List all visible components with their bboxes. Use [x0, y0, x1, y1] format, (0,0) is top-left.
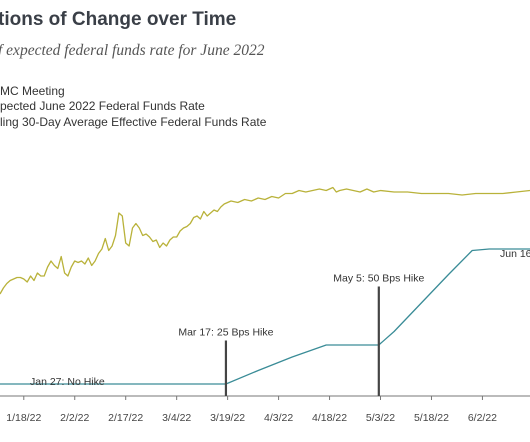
legend-item-meeting: MC Meeting — [0, 84, 65, 98]
annotation-jun-16: Jun 16: — [500, 248, 530, 260]
x-tick-label-2: 2/17/22 — [108, 412, 143, 424]
meeting-label-1: May 5: 50 Bps Hike — [333, 273, 424, 285]
legend: MC Meeting pected June 2022 Federal Fund… — [0, 84, 267, 129]
x-tick-label-6: 4/18/22 — [312, 412, 347, 424]
x-tick-label-3: 3/4/22 — [162, 412, 191, 424]
annotation-jan-27: Jan 27: No Hike — [30, 376, 105, 388]
chart-title: tions of Change over Time — [0, 9, 236, 30]
legend-item-expected-rate: pected June 2022 Federal Funds Rate — [0, 99, 205, 113]
x-tick-label-8: 5/18/22 — [414, 412, 449, 424]
series-line-0 — [0, 186, 530, 295]
x-tick-label-4: 3/19/22 — [210, 412, 245, 424]
legend-item-effective-rate: ling 30-Day Average Effective Federal Fu… — [0, 115, 267, 129]
plot-area: Mar 17: 25 Bps Hike May 5: 50 Bps Hike — [0, 186, 530, 397]
x-tick-label-0: 1/18/22 — [6, 412, 41, 424]
x-tick-label-9: 6/2/22 — [468, 412, 497, 424]
x-tick-label-7: 5/3/22 — [366, 412, 395, 424]
x-tick-label-1: 2/2/22 — [60, 412, 89, 424]
chart-subtitle: f expected federal funds rate for June 2… — [0, 42, 265, 59]
series-line-1 — [0, 248, 530, 385]
meeting-label-0: Mar 17: 25 Bps Hike — [178, 327, 273, 339]
x-tick-label-5: 4/3/22 — [264, 412, 293, 424]
x-axis: 1/18/22 2/2/22 2/17/22 3/4/22 3/19/22 4/3/22 4… — [6, 396, 497, 424]
